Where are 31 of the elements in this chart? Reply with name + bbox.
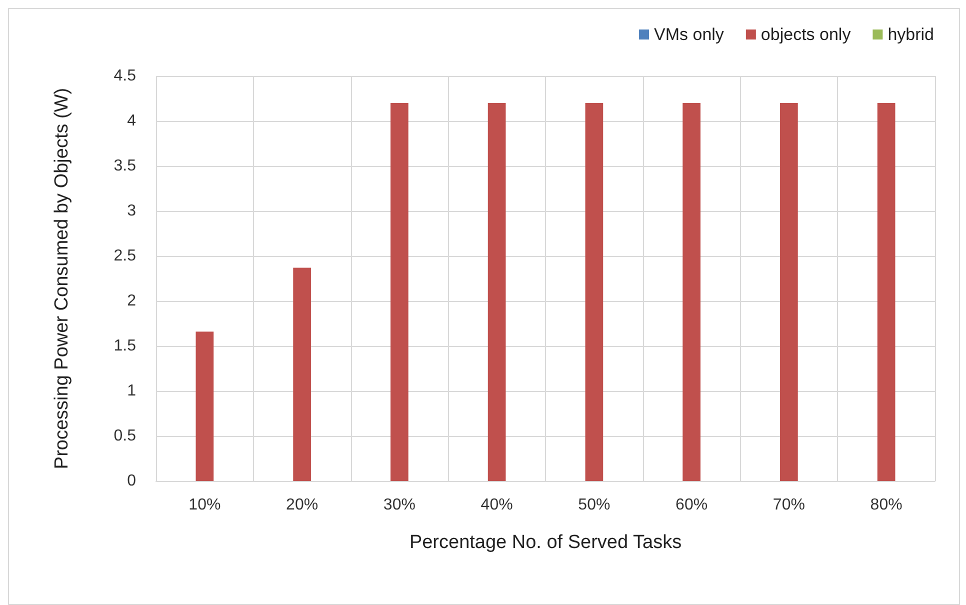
y-tick-label: 1.5 <box>114 338 136 354</box>
x-tick-label: 60% <box>676 496 708 514</box>
bar <box>488 103 506 481</box>
y-tick-label: 0.5 <box>114 428 136 444</box>
x-tick-label: 30% <box>383 496 416 514</box>
x-tick-label: 20% <box>286 496 318 514</box>
bar <box>877 103 896 481</box>
bar <box>682 103 700 481</box>
legend-label: VMs only <box>654 25 724 44</box>
legend-label: objects only <box>760 25 852 44</box>
y-tick-label: 4 <box>127 112 136 130</box>
y-tick-label: 2.5 <box>114 248 136 264</box>
y-tick-label: 3.5 <box>114 158 136 174</box>
x-tick-label: 40% <box>480 496 513 514</box>
bar <box>780 103 798 481</box>
y-tick-label: 3 <box>127 202 136 220</box>
y-tick-label: 2 <box>127 292 136 310</box>
bar <box>293 268 311 481</box>
x-tick-label: 50% <box>578 496 610 514</box>
legend-label: hybrid <box>888 25 934 44</box>
x-axis-title: Percentage No. of Served Tasks <box>409 532 682 553</box>
y-tick-label: 1 <box>127 382 136 400</box>
bar <box>196 332 214 481</box>
x-tick-label: 80% <box>870 496 902 514</box>
bar <box>585 103 604 481</box>
x-tick-label: 70% <box>772 496 805 514</box>
bar <box>390 103 408 481</box>
x-tick-label: 10% <box>188 496 221 514</box>
y-axis-title: Processing Power Consumed by Objects (W) <box>52 88 72 470</box>
y-tick-label: 4.5 <box>114 68 136 84</box>
y-tick-label: 0 <box>127 472 136 490</box>
